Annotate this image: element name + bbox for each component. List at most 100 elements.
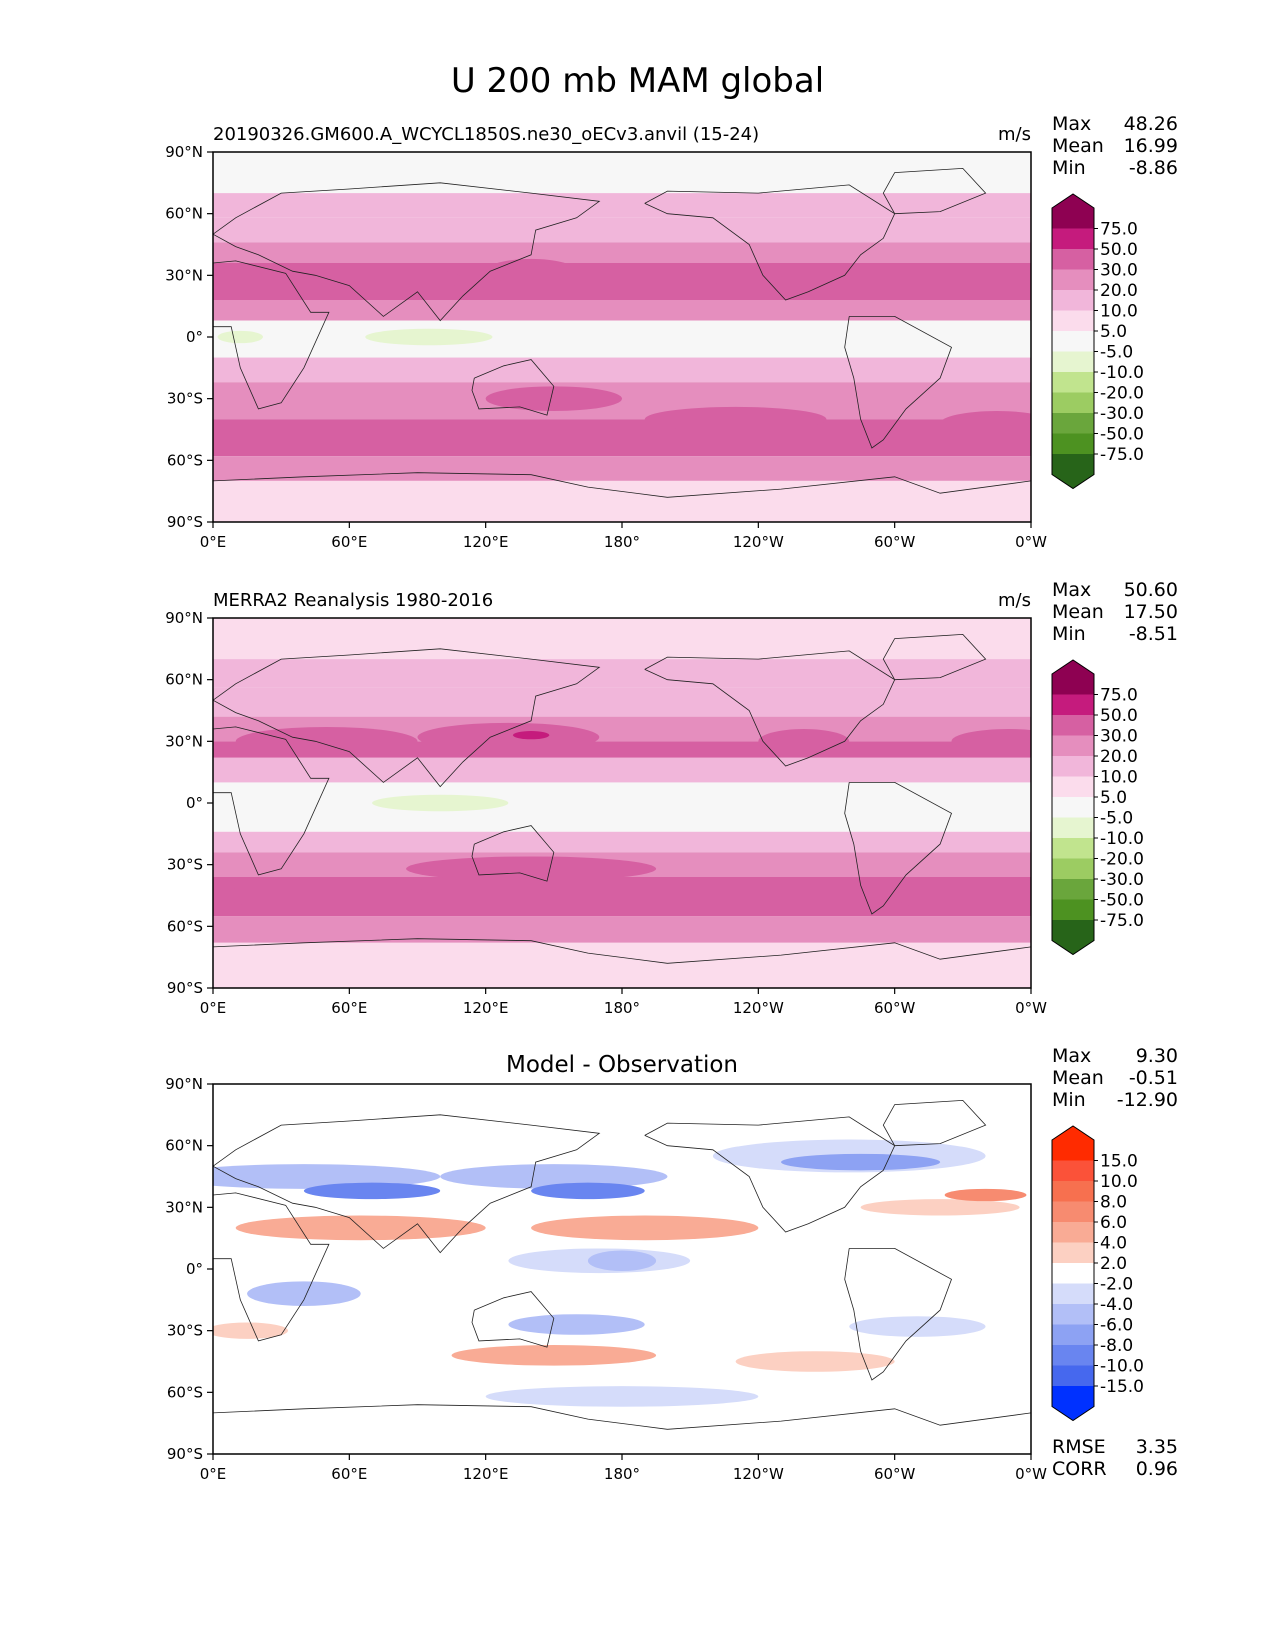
contour-blob [531,1182,645,1200]
colorbar-segment [1052,1283,1094,1305]
contour-band [213,357,1031,383]
y-tick-label: 60°S [167,1383,203,1401]
contour-band [213,419,1031,457]
colorbar-segment [1052,858,1094,880]
contour-band [213,152,1031,194]
colorbar-segment [1052,228,1094,250]
stat-label: Min [1052,623,1086,645]
colorbar-segment [1052,838,1094,859]
colorbar-level-label: -50.0 [1100,891,1144,911]
colorbar-extend-bottom [1052,920,1094,955]
stat-value: 16.99 [1124,135,1178,157]
colorbar-segment [1052,433,1094,455]
colorbar-segment [1052,310,1094,332]
x-tick-label: 120°E [463,1465,509,1483]
contour-blob [247,1281,361,1306]
panel-left-label: 20190326.GM600.A_WCYCL1850S.ne30_oECv3.a… [213,124,759,145]
stat-label: Max [1052,1045,1091,1067]
contour-blob [365,328,493,346]
contour-band [213,916,1031,943]
panel-difference: 0°E 60°E 120°E 180° 120°W 60°W 0°W 90°N 60°N 30°N… [165,1045,1178,1483]
x-tick-label: 60°E [331,1465,367,1483]
colorbar-segment [1052,756,1094,777]
colorbar-extend-bottom [1052,1386,1094,1421]
panel-units: m/s [998,124,1031,145]
coastline [644,184,896,301]
x-tick-label: 60°W [874,999,916,1017]
x-tick-label: 180° [604,1465,640,1483]
y-tick-label: 30°S [167,856,203,874]
contour-blob [235,726,418,756]
colorbar-level-label: -5.0 [1100,343,1133,363]
coastline [882,633,987,681]
y-tick-label: 90°S [167,1445,203,1463]
colorbar-level-label: 4.0 [1100,1234,1127,1254]
colorbar-segment [1052,1304,1094,1325]
colorbar-level-label: 8.0 [1100,1193,1127,1213]
coastlines [213,167,1031,498]
contour-field [213,1084,1031,1454]
contour-band [213,757,1031,783]
y-tick-label: 30°S [167,1322,203,1340]
panel-reference: 0°E 60°E 120°E 180° 120°W 60°W 0°W 90°N 60°N 30°N… [165,579,1178,1017]
stat-value: 9.30 [1136,1045,1178,1067]
colorbar-segment [1052,1242,1094,1264]
colorbar-segment [1052,351,1094,373]
colorbar-level-label: 5.0 [1100,788,1127,808]
colorbar-level-label: 15.0 [1100,1152,1138,1172]
contour-band [213,831,1031,853]
colorbar-segment [1052,1365,1094,1387]
colorbar-level-label: -10.0 [1100,829,1144,849]
colorbar-level-label: -10.0 [1100,1357,1144,1377]
y-tick-label: 30°N [165,266,203,284]
panel-title: Model - Observation [506,1052,738,1078]
stat-label: Min [1052,1089,1086,1111]
stat-value: 17.50 [1124,601,1178,623]
y-tick-label: 60°N [165,671,203,689]
coastline [644,650,896,767]
contour-field [213,618,1031,988]
coastline [644,1116,896,1233]
contour-blob [894,879,1031,912]
x-tick-label: 0°E [200,999,227,1017]
stat-value: -12.90 [1117,1089,1178,1111]
stat-value: 50.60 [1124,579,1178,601]
contour-blob [735,1351,895,1372]
contour-band [213,659,1031,688]
colorbar-level-label: 30.0 [1100,261,1138,281]
colorbar-segment [1052,1181,1094,1202]
colorbar-segment [1052,735,1094,757]
coastline [213,648,601,788]
coastlines [213,633,1031,964]
colorbar-level-label: 2.0 [1100,1254,1127,1274]
stat-label: Mean [1052,1067,1104,1089]
x-tick-label: 120°E [463,533,509,551]
x-tick-label: 0°W [1015,999,1047,1017]
colorbar-level-label: 20.0 [1100,747,1138,767]
contour-blob [531,1215,759,1241]
contour-blob [440,1164,668,1189]
stat-value: 48.26 [1124,113,1178,135]
x-tick-label: 180° [604,999,640,1017]
y-tick-label: 30°N [165,732,203,750]
coastline [882,167,987,215]
y-tick-label: 90°N [165,143,203,161]
colorbar-outline [1051,659,1095,956]
colorbar-level-label: -6.0 [1100,1316,1133,1336]
colorbar-segment [1052,392,1094,414]
colorbar: 15.010.08.06.04.02.0-2.0-4.0-6.0-8.0-10.… [1051,1125,1144,1422]
contour-blob [712,267,850,292]
colorbar-segment [1052,249,1094,270]
colorbar-segment [1052,269,1094,291]
x-tick-label: 180° [604,533,640,551]
stat-label: Max [1052,579,1091,601]
colorbar-level-label: -20.0 [1100,384,1144,404]
contour-blob [217,330,263,344]
y-tick-label: 60°S [167,917,203,935]
y-tick-label: 30°N [165,1198,203,1216]
contour-blob [372,794,509,812]
metric-value: 3.35 [1136,1436,1178,1458]
colorbar-outline [1051,193,1095,490]
colorbar-segment [1052,372,1094,393]
colorbar-segment [1052,1324,1094,1346]
